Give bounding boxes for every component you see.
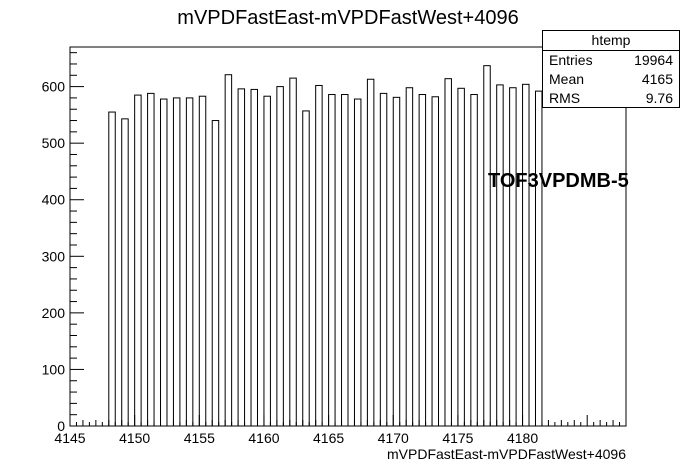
histogram-bar: [522, 83, 530, 427]
chart-title: mVPDFastEast-mVPDFastWest+4096: [177, 7, 518, 29]
histogram-bar: [418, 94, 427, 427]
x-tick-label: 4155: [184, 430, 215, 446]
histogram-bar: [160, 98, 168, 427]
x-tick-label: 4145: [54, 430, 85, 446]
histogram-bar: [392, 96, 401, 427]
histogram-bar: [237, 88, 246, 427]
histogram-bar: [211, 120, 220, 427]
y-tick-label: 600: [42, 79, 66, 95]
stats-entries-label: Entries: [549, 52, 593, 68]
x-tick-label: 4165: [313, 430, 344, 446]
histogram-bar: [534, 90, 543, 427]
stats-title: htemp: [543, 31, 679, 51]
histogram-bar: [302, 110, 310, 427]
y-tick-label: 200: [42, 305, 66, 321]
histogram-bar: [366, 78, 375, 427]
x-tick-label: 4175: [442, 430, 473, 446]
histogram-bar: [444, 78, 452, 427]
histogram-bar: [341, 94, 349, 427]
histogram-bar: [108, 111, 116, 427]
y-tick-label: 400: [42, 192, 66, 208]
axes-group: 4145 4150 4155 4160 4165 4170 4175 4180 0 100 200 3…: [42, 52, 627, 446]
histogram-bar: [457, 87, 465, 427]
histogram-bar: [263, 95, 271, 427]
histogram-bar: [134, 94, 142, 427]
histogram-bar: [224, 74, 233, 427]
y-tick-label: 500: [42, 135, 66, 151]
histogram-bar: [483, 65, 491, 427]
x-tick-label: 4160: [248, 430, 279, 446]
histogram-bar: [198, 95, 207, 427]
histogram-bar: [185, 97, 194, 427]
stats-row-entries: Entries 19964: [543, 51, 679, 70]
histogram-bar: [379, 92, 388, 427]
y-tick-label: 300: [42, 248, 66, 264]
histogram-bar: [147, 92, 155, 427]
histogram-bar: [172, 97, 181, 427]
histogram-bar: [276, 86, 284, 427]
histogram-bar: [496, 84, 504, 427]
histogram-bar: [353, 98, 362, 427]
bars-group: [108, 65, 543, 427]
annotation-label: TOF3VPDMB-5: [488, 170, 629, 192]
stats-row-mean: Mean 4165: [543, 70, 679, 89]
histogram-bar: [405, 87, 414, 427]
stats-box: htemp Entries 19964 Mean 4165 RMS 9.76: [542, 30, 680, 108]
x-tick-label: 4180: [507, 430, 538, 446]
histogram-bar: [289, 77, 297, 427]
histogram-bar: [509, 87, 517, 427]
stats-entries-value: 19964: [634, 52, 673, 68]
histogram-bar: [328, 94, 336, 427]
stats-row-rms: RMS 9.76: [543, 89, 679, 108]
histogram-bar: [250, 88, 258, 427]
histogram-bar: [315, 84, 323, 427]
histogram-bar: [121, 118, 129, 427]
stats-mean-value: 4165: [641, 71, 673, 87]
stats-rms-value: 9.76: [645, 90, 673, 106]
histogram-bar: [470, 94, 478, 427]
stats-mean-label: Mean: [549, 71, 585, 87]
stats-rms-label: RMS: [549, 90, 581, 106]
y-tick-label: 100: [42, 361, 66, 377]
y-tick-label: 0: [57, 418, 65, 434]
x-tick-label: 4170: [378, 430, 409, 446]
histogram-bar: [431, 96, 440, 427]
x-tick-label: 4150: [119, 430, 150, 446]
x-axis-label: mVPDFastEast-mVPDFastWest+4096: [387, 446, 626, 462]
